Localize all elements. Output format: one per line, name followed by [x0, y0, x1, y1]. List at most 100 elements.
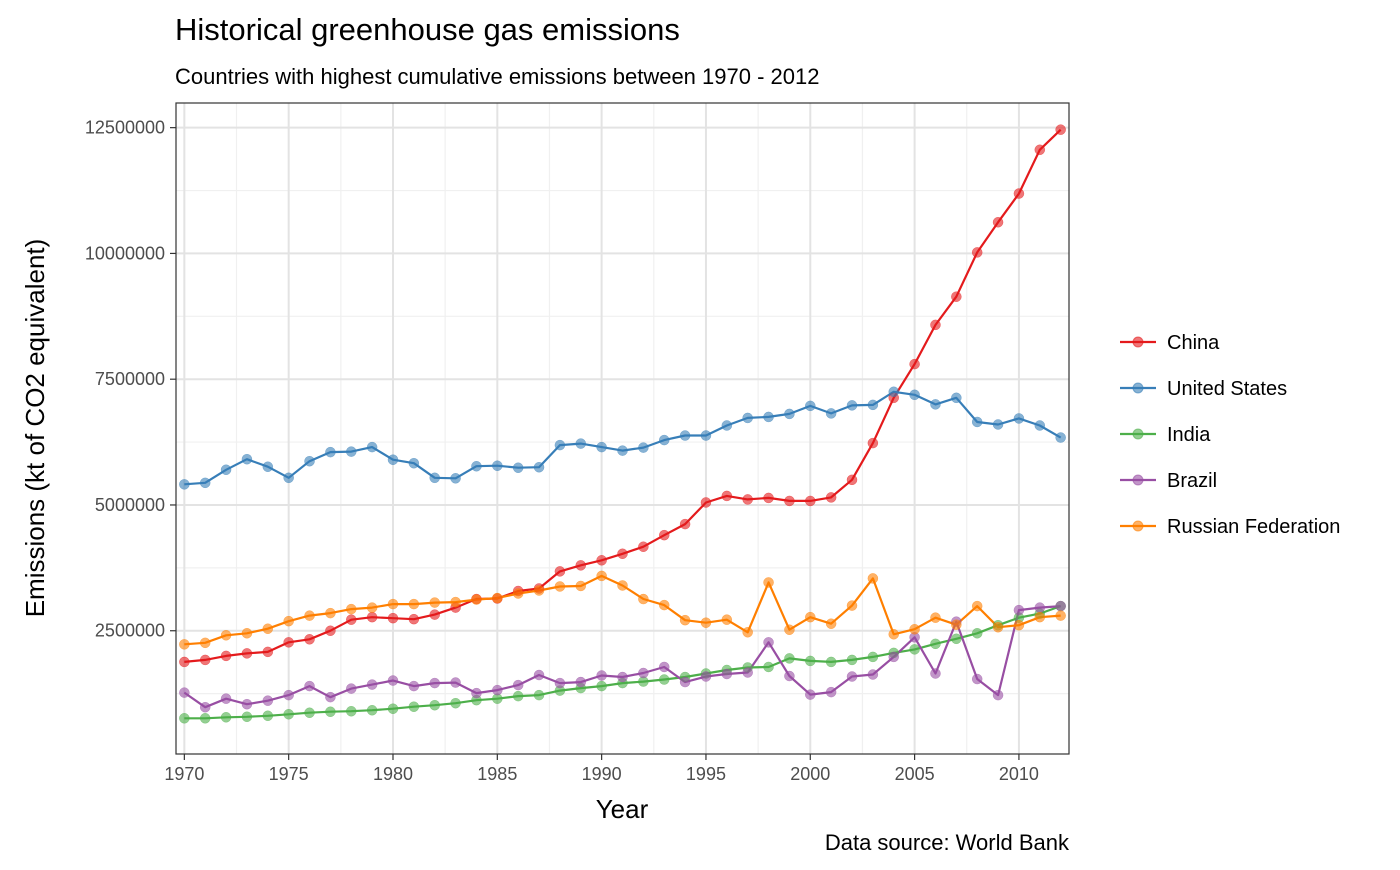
data-point-united-states [846, 400, 858, 411]
data-point-united-states [366, 441, 378, 453]
data-point-india [763, 661, 774, 673]
x-tick-label: 1975 [269, 764, 309, 784]
data-point-united-states [825, 408, 837, 419]
data-point-china [408, 613, 420, 625]
data-point-india [408, 701, 420, 712]
data-point-india [533, 689, 545, 701]
data-point-united-states [992, 419, 1004, 430]
x-tick-label: 1985 [477, 764, 517, 784]
data-point-china [951, 291, 962, 302]
data-point-china [805, 495, 816, 507]
data-point-india [199, 713, 211, 724]
data-point-russian-federation [888, 629, 899, 640]
data-point-russian-federation [471, 594, 482, 605]
data-point-brazil [179, 687, 190, 698]
data-point-brazil [971, 673, 983, 685]
data-point-russian-federation [658, 599, 670, 611]
data-point-china [971, 247, 983, 258]
data-point-united-states [679, 430, 691, 441]
data-point-china [1034, 144, 1046, 156]
data-point-india [512, 690, 524, 702]
data-point-brazil [617, 671, 628, 683]
x-tick-label: 2000 [790, 764, 830, 784]
data-point-india [971, 628, 983, 639]
data-point-russian-federation [575, 580, 587, 592]
data-point-india [429, 699, 440, 711]
data-point-india [220, 712, 232, 723]
data-point-russian-federation [638, 593, 649, 605]
x-tick-label: 2005 [895, 764, 935, 784]
legend-label-russian-federation: Russian Federation [1167, 516, 1340, 538]
data-point-china [617, 548, 628, 560]
data-point-china [825, 492, 837, 503]
data-point-india [784, 653, 795, 664]
data-point-brazil [241, 698, 253, 710]
legend-label-brazil: Brazil [1167, 470, 1217, 492]
data-point-united-states [283, 472, 294, 484]
data-point-russian-federation [1055, 610, 1066, 621]
data-point-russian-federation [241, 628, 253, 639]
data-point-united-states [930, 399, 941, 410]
data-point-russian-federation [867, 573, 879, 584]
data-point-brazil [700, 671, 712, 682]
data-point-china [366, 611, 378, 623]
data-point-russian-federation [512, 588, 524, 599]
data-point-india [179, 713, 190, 724]
data-point-united-states [179, 479, 190, 490]
data-point-brazil [325, 691, 336, 703]
data-point-united-states [492, 460, 503, 471]
data-point-russian-federation [325, 607, 336, 619]
data-point-china [346, 614, 357, 625]
data-point-united-states [742, 412, 753, 424]
data-point-china [784, 495, 795, 507]
data-point-united-states [596, 441, 607, 453]
data-point-china [763, 492, 774, 504]
data-point-russian-federation [283, 615, 294, 627]
data-point-united-states [1034, 420, 1046, 431]
data-point-united-states [909, 389, 920, 401]
data-point-india [325, 706, 336, 717]
data-point-united-states [700, 430, 712, 441]
legend-key-point-united-states [1132, 382, 1144, 394]
data-point-china [909, 358, 920, 370]
data-point-brazil [888, 651, 899, 663]
data-point-india [450, 697, 461, 709]
data-point-united-states [387, 454, 399, 465]
data-point-united-states [429, 472, 440, 484]
data-point-brazil [742, 667, 753, 678]
legend-key-point-russian-federation [1132, 520, 1144, 532]
data-point-india [930, 638, 941, 650]
data-point-india [262, 710, 274, 722]
data-point-united-states [471, 460, 482, 472]
data-point-united-states [533, 461, 545, 473]
data-point-russian-federation [700, 617, 712, 628]
data-point-united-states [888, 386, 899, 398]
data-point-united-states [512, 462, 524, 473]
data-point-united-states [1055, 432, 1066, 443]
data-point-russian-federation [450, 596, 461, 608]
data-point-united-states [951, 392, 962, 404]
data-point-india [909, 644, 920, 655]
data-point-russian-federation [930, 612, 941, 623]
data-point-brazil [220, 693, 232, 704]
data-point-brazil [366, 679, 378, 690]
data-point-china [387, 612, 399, 624]
data-point-russian-federation [408, 598, 420, 610]
data-point-brazil [346, 683, 357, 694]
legend-key-point-china [1132, 336, 1144, 348]
chart-caption: Data source: World Bank [825, 830, 1070, 855]
data-point-brazil [429, 677, 440, 689]
data-point-united-states [346, 446, 357, 457]
data-point-russian-federation [262, 623, 274, 634]
data-point-united-states [304, 455, 315, 467]
data-point-united-states [971, 416, 983, 428]
data-point-brazil [596, 670, 607, 681]
data-point-russian-federation [304, 610, 315, 621]
data-point-united-states [617, 445, 628, 456]
data-point-russian-federation [199, 637, 211, 649]
data-point-brazil [554, 677, 566, 689]
data-point-china [1055, 124, 1066, 135]
data-point-china [220, 650, 232, 662]
data-point-brazil [471, 687, 482, 699]
